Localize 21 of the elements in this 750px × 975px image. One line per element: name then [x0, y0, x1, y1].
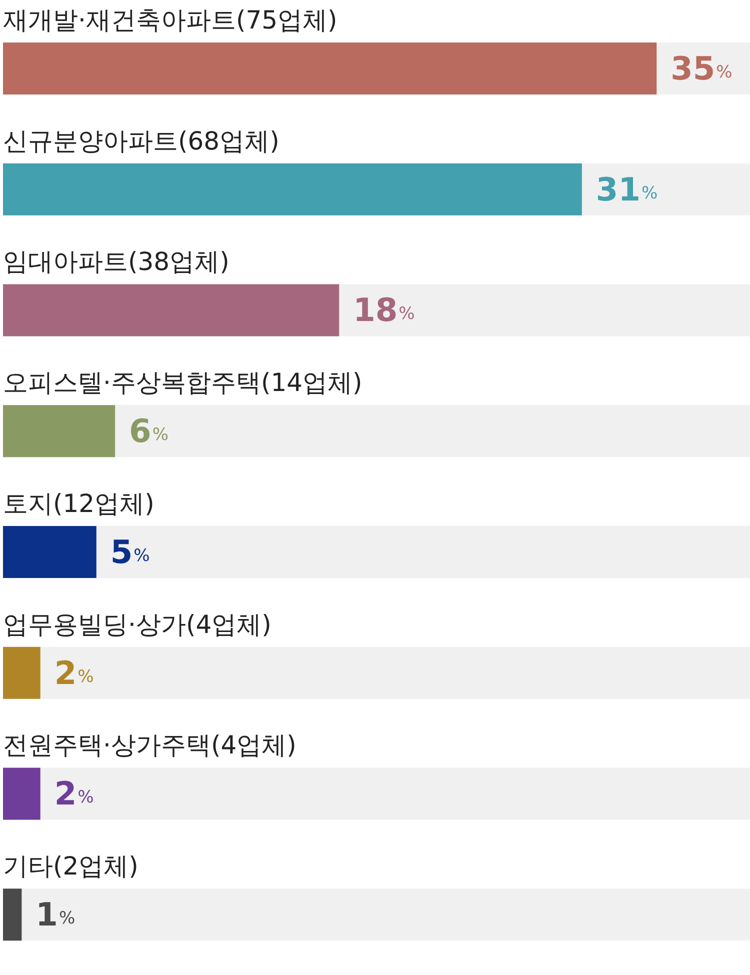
- y-tick-label: 재개발·재건축아파트(75업체): [3, 5, 338, 34]
- data-label: 2%: [54, 654, 94, 692]
- data-label: 1%: [36, 896, 76, 934]
- data-label: 5%: [110, 532, 150, 571]
- y-tick-label: 전원주택·상가주택(4업체): [3, 730, 296, 760]
- y-tick-label: 신규분양아파트(68업체): [3, 126, 280, 156]
- bar: [3, 405, 116, 458]
- bar: [3, 888, 22, 941]
- data-label: 2%: [54, 774, 94, 813]
- bar: [3, 646, 40, 699]
- y-tick-label: 토지(12업체): [3, 488, 154, 518]
- data-label: 18%: [353, 291, 415, 330]
- data-label: 6%: [129, 412, 168, 450]
- bar: [3, 526, 96, 578]
- y-tick-label: 기타(2업체): [3, 852, 138, 881]
- y-tick-label: 업무용빌딩·상가(4업체): [3, 610, 272, 639]
- data-label: 35%: [670, 49, 732, 88]
- y-tick-label: 오피스텔·주상복합주택(14업체): [3, 368, 362, 398]
- y-tick-label: 임대아파트(38업체): [3, 247, 230, 276]
- bar: [3, 768, 40, 820]
- data-label: 31%: [596, 170, 658, 208]
